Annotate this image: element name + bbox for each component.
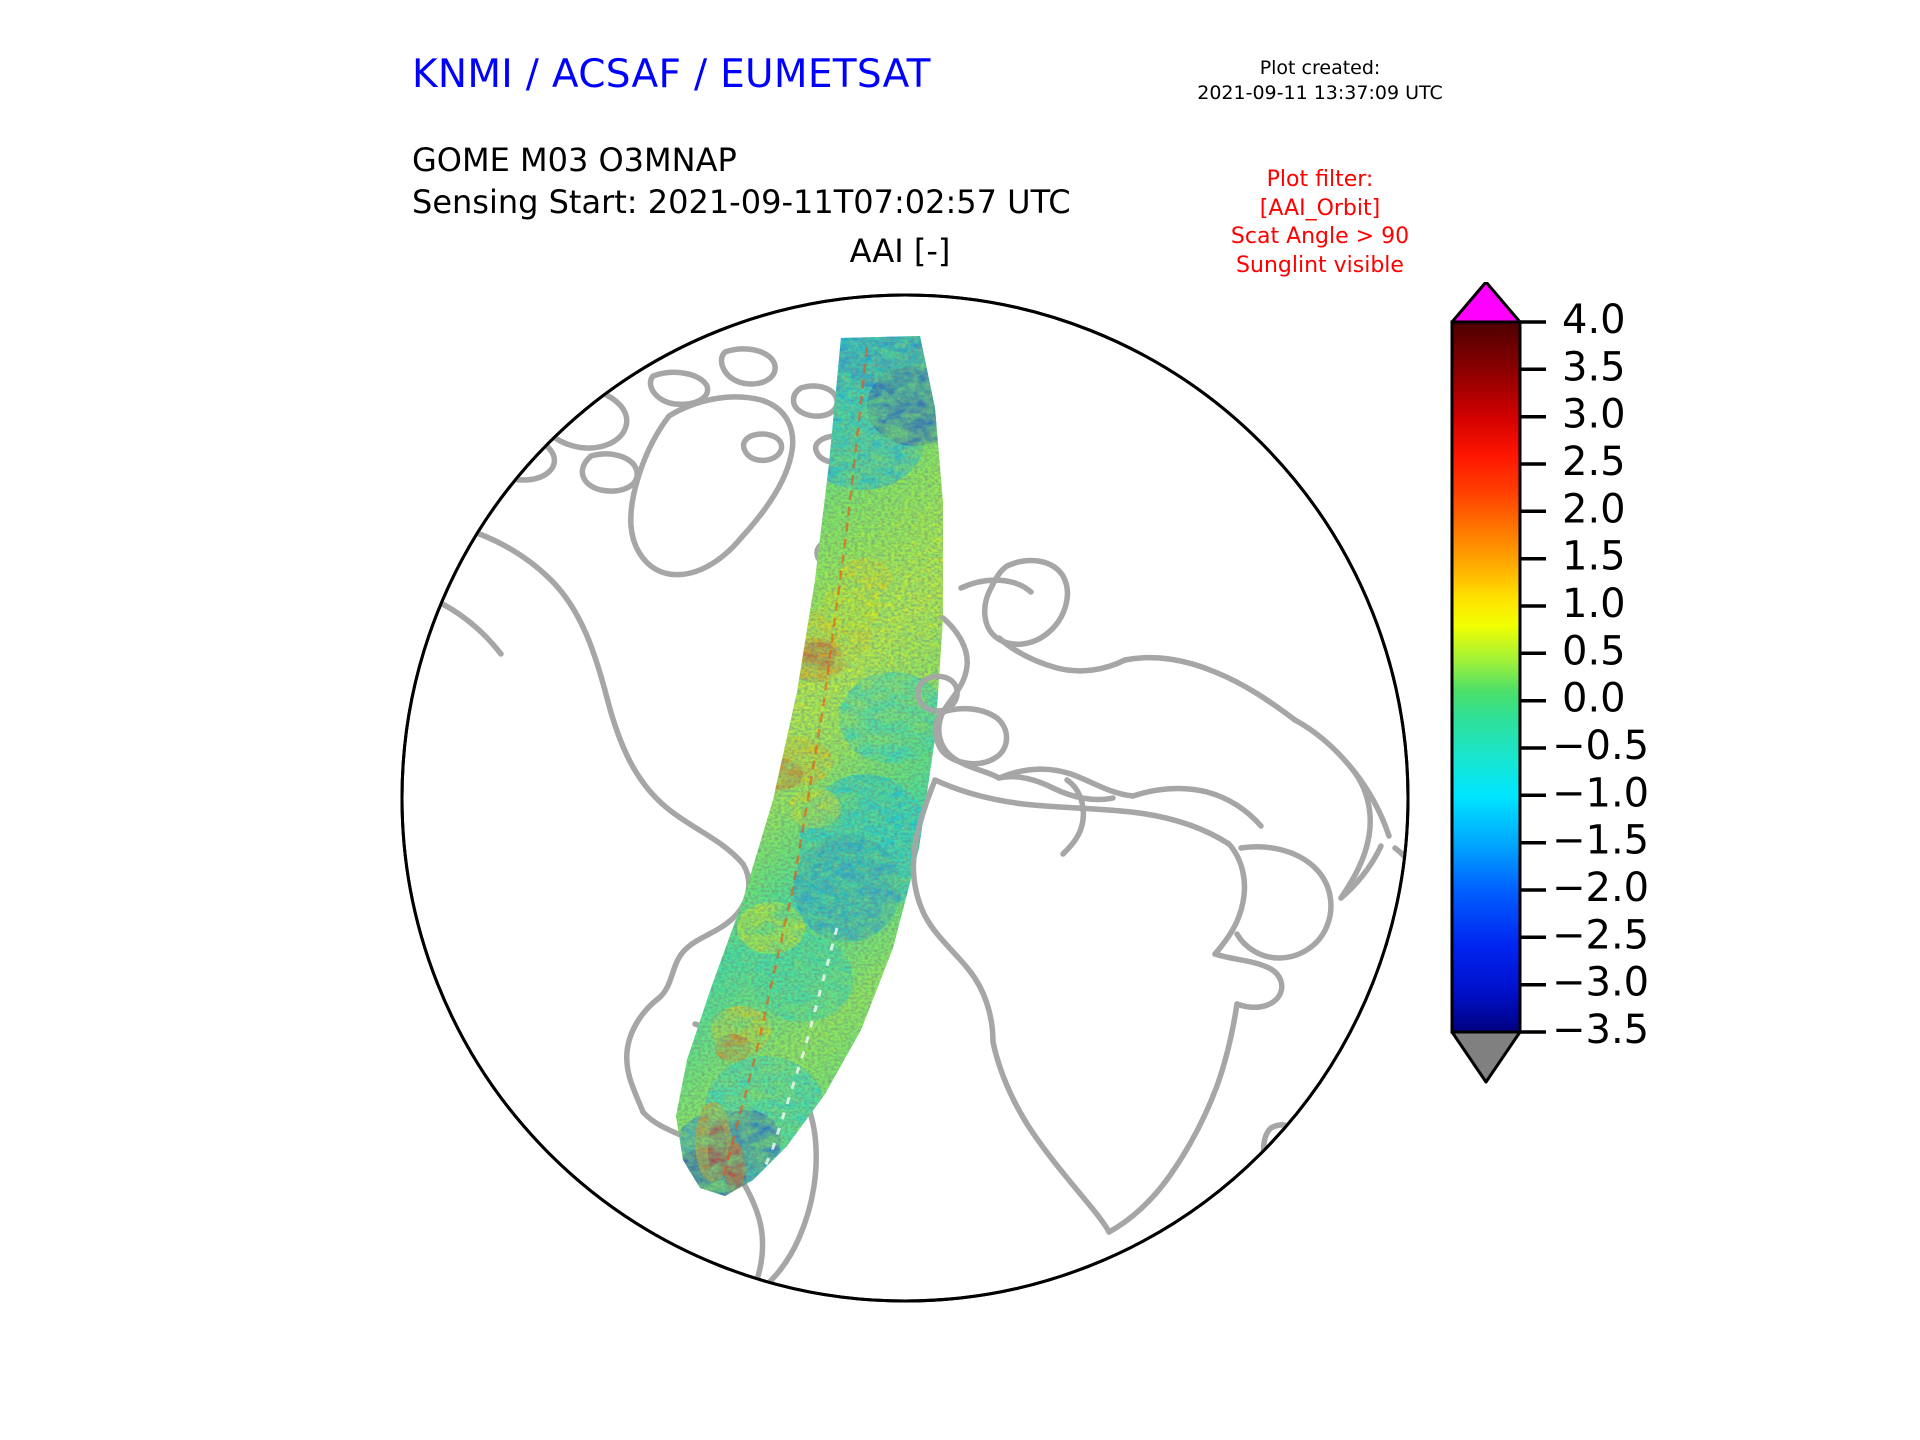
colorbar-tick-label: 3.5 xyxy=(1562,344,1626,390)
plot-filter-line-1: [AAI_Orbit] xyxy=(1259,195,1381,221)
colorbar-tick-label: 1.0 xyxy=(1562,581,1626,627)
colorbar-tick-label: 3.0 xyxy=(1562,392,1626,438)
product-label: AAI [-] xyxy=(849,232,951,270)
plot-filter-line-3: Sunglint visible xyxy=(1236,252,1404,278)
colorbar-tick-label: 2.5 xyxy=(1562,439,1626,485)
colorbar-tick-labels: 4.0 3.5 3.0 2.5 2.0 1.5 1.0 0.5 0.0 −0.5… xyxy=(1552,297,1649,1053)
plot-created-block: Plot created: 2021-09-11 13:37:09 UTC xyxy=(1160,56,1480,105)
plot-filter-block: Plot filter: [AAI_Orbit] Scat Angle > 90… xyxy=(1160,166,1480,280)
colorbar-tick-label: −2.0 xyxy=(1552,865,1649,911)
colorbar-tick-label: 0.5 xyxy=(1562,628,1626,674)
sensing-start-line: Sensing Start: 2021-09-11T07:02:57 UTC xyxy=(412,182,1071,221)
organisation-title: KNMI / ACSAF / EUMETSAT xyxy=(412,52,931,97)
globe-svg xyxy=(400,293,1410,1303)
colorbar-over-arrow xyxy=(1450,282,1522,324)
colorbar-tick-label: −1.0 xyxy=(1552,770,1649,816)
colorbar-svg: 4.0 3.5 3.0 2.5 2.0 1.5 1.0 0.5 0.0 −0.5… xyxy=(1450,282,1649,1084)
globe-outline-top xyxy=(400,293,1410,1303)
plot-filter-title: Plot filter: xyxy=(1266,167,1374,192)
colorbar-tick-label: 1.5 xyxy=(1562,534,1626,580)
colorbar-tick-label: −1.5 xyxy=(1552,818,1649,864)
plot-created-label: Plot created: xyxy=(1259,57,1381,79)
colorbar-under-arrow xyxy=(1450,1030,1522,1084)
colorbar-ticks xyxy=(1520,320,1546,1034)
colorbar-tick-label: −2.5 xyxy=(1552,912,1649,958)
colorbar-tick-label: −3.5 xyxy=(1552,1007,1649,1053)
dataset-title-block: GOME M03 O3MNAP Sensing Start: 2021-09-1… xyxy=(412,140,1071,223)
colorbar-tick-label: −3.0 xyxy=(1552,960,1649,1006)
colorbar-tick-label: 2.0 xyxy=(1562,486,1626,532)
plot-filter-line-2: Scat Angle > 90 xyxy=(1230,224,1410,250)
colorbar-tick-label: 4.0 xyxy=(1562,297,1626,343)
colorbar-tick-label: 0.0 xyxy=(1562,676,1626,722)
colorbar-gradient xyxy=(1450,320,1522,1034)
globe-map xyxy=(395,288,1415,1308)
colorbar-tick-label: −0.5 xyxy=(1552,723,1649,769)
plot-created-timestamp: 2021-09-11 13:37:09 UTC xyxy=(1197,81,1443,104)
colorbar: 4.0 3.5 3.0 2.5 2.0 1.5 1.0 0.5 0.0 −0.5… xyxy=(1438,282,1798,1102)
instrument-line: GOME M03 O3MNAP xyxy=(412,141,737,179)
